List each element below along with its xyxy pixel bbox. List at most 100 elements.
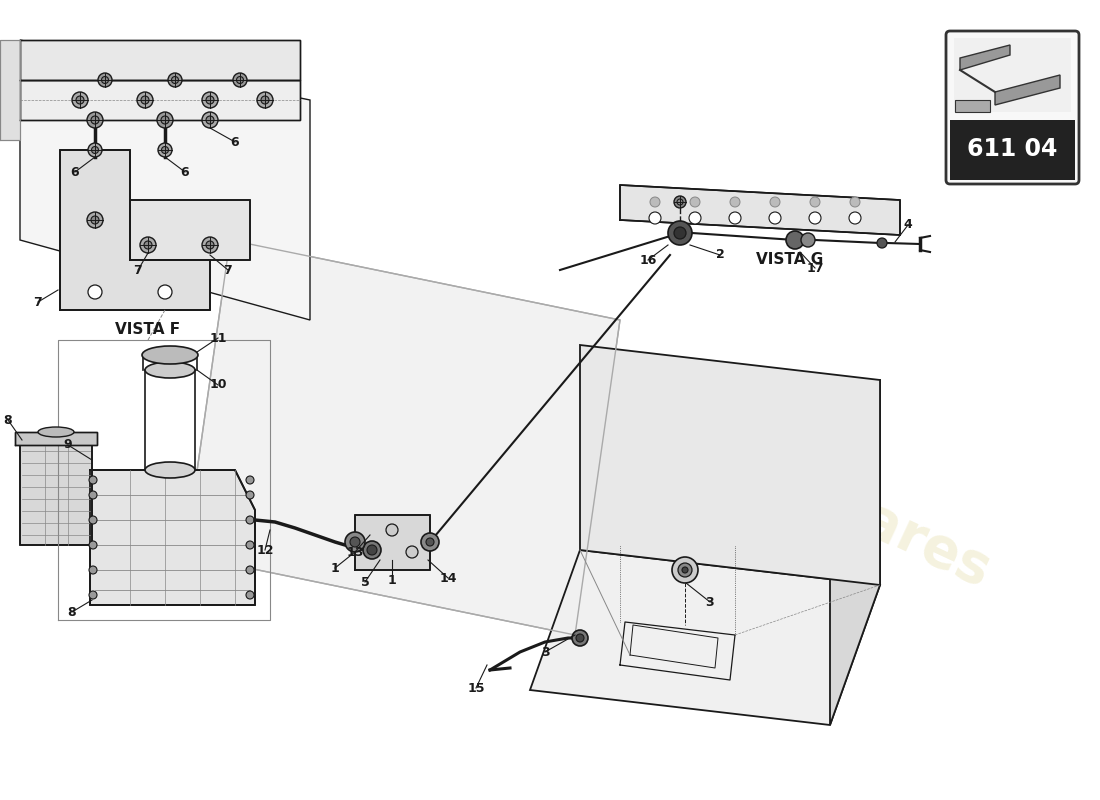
Circle shape — [101, 77, 109, 83]
Circle shape — [98, 73, 112, 87]
Polygon shape — [0, 40, 20, 140]
Polygon shape — [130, 200, 250, 260]
Circle shape — [386, 524, 398, 536]
Circle shape — [649, 212, 661, 224]
Text: 611 04: 611 04 — [967, 137, 1057, 161]
Bar — [950, 120, 1075, 180]
Text: 17: 17 — [806, 262, 824, 274]
Circle shape — [850, 197, 860, 207]
Circle shape — [144, 241, 152, 249]
Circle shape — [729, 212, 741, 224]
Text: 7: 7 — [223, 263, 232, 277]
Text: 6: 6 — [70, 166, 79, 178]
Text: 1: 1 — [331, 562, 340, 574]
Circle shape — [206, 116, 214, 124]
Circle shape — [138, 92, 153, 108]
Text: 7: 7 — [34, 295, 43, 309]
Circle shape — [678, 563, 692, 577]
Circle shape — [91, 116, 99, 124]
Circle shape — [172, 77, 178, 83]
Circle shape — [246, 591, 254, 599]
Circle shape — [158, 143, 172, 157]
Text: 12: 12 — [256, 543, 274, 557]
Polygon shape — [620, 185, 900, 235]
Polygon shape — [355, 515, 430, 570]
Circle shape — [89, 476, 97, 484]
Polygon shape — [60, 150, 210, 310]
Circle shape — [89, 491, 97, 499]
Circle shape — [257, 92, 273, 108]
Polygon shape — [830, 380, 880, 725]
Circle shape — [89, 591, 97, 599]
Text: autospares: autospares — [660, 402, 1000, 598]
Circle shape — [676, 199, 683, 205]
Circle shape — [87, 112, 103, 128]
Ellipse shape — [39, 427, 74, 437]
Text: 8: 8 — [3, 414, 12, 426]
Circle shape — [770, 197, 780, 207]
Polygon shape — [20, 80, 300, 120]
Polygon shape — [580, 345, 880, 585]
Text: 14: 14 — [439, 571, 456, 585]
Circle shape — [674, 227, 686, 239]
Circle shape — [91, 216, 99, 224]
Circle shape — [140, 237, 156, 253]
Text: 5: 5 — [361, 575, 370, 589]
Circle shape — [668, 221, 692, 245]
Circle shape — [650, 197, 660, 207]
Text: 13: 13 — [346, 546, 364, 558]
Polygon shape — [20, 445, 92, 545]
Circle shape — [730, 197, 740, 207]
Text: 3: 3 — [541, 646, 549, 658]
Circle shape — [89, 566, 97, 574]
Circle shape — [810, 197, 820, 207]
Circle shape — [690, 197, 700, 207]
Circle shape — [157, 112, 173, 128]
Circle shape — [158, 285, 172, 299]
Circle shape — [206, 241, 214, 249]
Circle shape — [91, 146, 99, 154]
Polygon shape — [996, 75, 1060, 105]
Circle shape — [89, 516, 97, 524]
Text: 6: 6 — [180, 166, 189, 178]
Text: VISTA G: VISTA G — [757, 253, 824, 267]
Circle shape — [849, 212, 861, 224]
Polygon shape — [960, 45, 1010, 70]
Text: 6: 6 — [231, 135, 240, 149]
Circle shape — [406, 546, 418, 558]
Circle shape — [808, 212, 821, 224]
Text: 3: 3 — [706, 595, 714, 609]
Ellipse shape — [145, 462, 195, 478]
Text: VISTA F: VISTA F — [116, 322, 180, 338]
Circle shape — [421, 533, 439, 551]
Circle shape — [233, 73, 248, 87]
Circle shape — [202, 112, 218, 128]
Circle shape — [426, 538, 434, 546]
Circle shape — [246, 516, 254, 524]
Circle shape — [89, 541, 97, 549]
Bar — [954, 38, 1071, 112]
Polygon shape — [955, 100, 990, 112]
Circle shape — [88, 285, 102, 299]
Circle shape — [168, 73, 182, 87]
Circle shape — [801, 233, 815, 247]
Circle shape — [674, 196, 686, 208]
Polygon shape — [20, 40, 300, 80]
Text: 4: 4 — [903, 218, 912, 231]
Circle shape — [769, 212, 781, 224]
Circle shape — [672, 557, 698, 583]
Circle shape — [88, 143, 102, 157]
Circle shape — [246, 541, 254, 549]
Circle shape — [87, 212, 103, 228]
Circle shape — [682, 567, 688, 573]
Circle shape — [877, 238, 887, 248]
Circle shape — [786, 231, 804, 249]
Text: 1: 1 — [387, 574, 396, 586]
Text: 7: 7 — [133, 263, 142, 277]
Circle shape — [76, 96, 84, 104]
Circle shape — [350, 537, 360, 547]
Circle shape — [162, 146, 168, 154]
Polygon shape — [530, 550, 880, 725]
Circle shape — [576, 634, 584, 642]
Text: 15: 15 — [468, 682, 485, 694]
